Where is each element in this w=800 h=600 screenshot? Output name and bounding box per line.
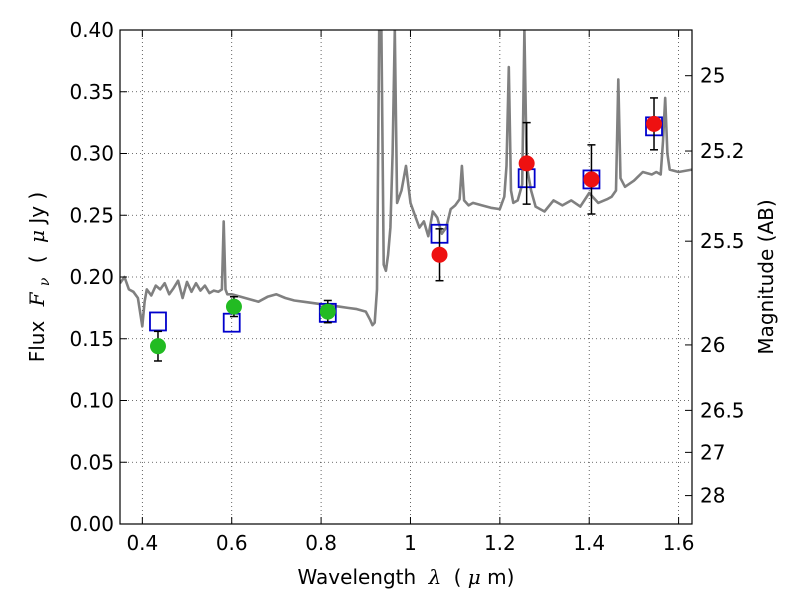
y-axis-title-prefix: Flux xyxy=(25,321,49,363)
ticks xyxy=(120,29,692,525)
x-tick-label: 1 xyxy=(404,531,417,555)
grid-lines xyxy=(120,30,692,524)
y-axis-title-unit-mu: μ xyxy=(25,230,49,243)
model-spectrum-line xyxy=(120,30,692,328)
model-photometry-square xyxy=(149,311,167,332)
y2-tick-label: 25.5 xyxy=(700,229,745,253)
optical-data-point xyxy=(319,303,336,320)
data-layer xyxy=(120,30,692,328)
x-axis-title-unit-rest: m) xyxy=(487,565,514,589)
y-tick-label: 0.00 xyxy=(69,512,114,536)
y-tick-label: 0.10 xyxy=(69,389,114,413)
y-tick-label: 0.20 xyxy=(69,265,114,289)
y2-tick-label: 28 xyxy=(700,484,725,508)
y-axis-title-unit-open: ( xyxy=(25,255,49,263)
nir-data-point xyxy=(518,155,535,172)
x-tick-label: 1.4 xyxy=(573,531,605,555)
y-axis-title-sub: ν xyxy=(37,277,53,286)
optical-data-point xyxy=(149,338,166,355)
optical-data-point xyxy=(225,298,242,315)
x-axis-title-unit-open: ( xyxy=(454,565,462,589)
y2-tick-label: 26 xyxy=(700,333,725,357)
y2-tick-label: 26.5 xyxy=(700,398,745,422)
y-tick-label: 0.30 xyxy=(69,142,114,166)
y-tick-label: 0.05 xyxy=(69,450,114,474)
y-tick-label: 0.25 xyxy=(69,203,114,227)
x-axis-title-unit-mu: μ xyxy=(468,565,481,589)
tick-labels: 0.4 0.6 0.8 1 1.2 1.4 1.6 0.00 0.05 0.10 0.15 0.20 0… xyxy=(69,18,744,555)
x-tick-label: 1.6 xyxy=(663,531,695,555)
x-tick-label: 0.8 xyxy=(305,531,337,555)
x-tick-label: 1.2 xyxy=(484,531,516,555)
nir-data-point xyxy=(431,246,448,263)
y-tick-label: 0.15 xyxy=(69,327,114,351)
x-axis-title: Wavelength λ ( μ m) xyxy=(298,565,515,589)
y-tick-label: 0.35 xyxy=(69,80,114,104)
y-tick-label: 0.40 xyxy=(69,18,114,42)
marker-layer xyxy=(149,97,663,362)
x-tick-label: 0.4 xyxy=(126,531,158,555)
y-axis-title-unit-rest: Jy ) xyxy=(25,192,49,226)
plot-background xyxy=(120,30,692,524)
y2-tick-label: 25 xyxy=(700,64,725,88)
y2-tick-label: 27 xyxy=(700,440,725,464)
x-axis-title-prefix: Wavelength xyxy=(298,565,417,589)
y-axis-title: Flux F ν ( μ Jy ) xyxy=(25,192,54,363)
nir-data-point xyxy=(646,115,663,132)
x-tick-label: 0.6 xyxy=(216,531,248,555)
y2-axis-title: Magnitude (AB) xyxy=(754,199,778,354)
x-axis-title-symbol: λ xyxy=(428,565,442,589)
nir-data-point xyxy=(583,171,600,188)
y-axis-title-symbol: F xyxy=(25,291,49,307)
y2-tick-label: 25.2 xyxy=(700,139,745,163)
